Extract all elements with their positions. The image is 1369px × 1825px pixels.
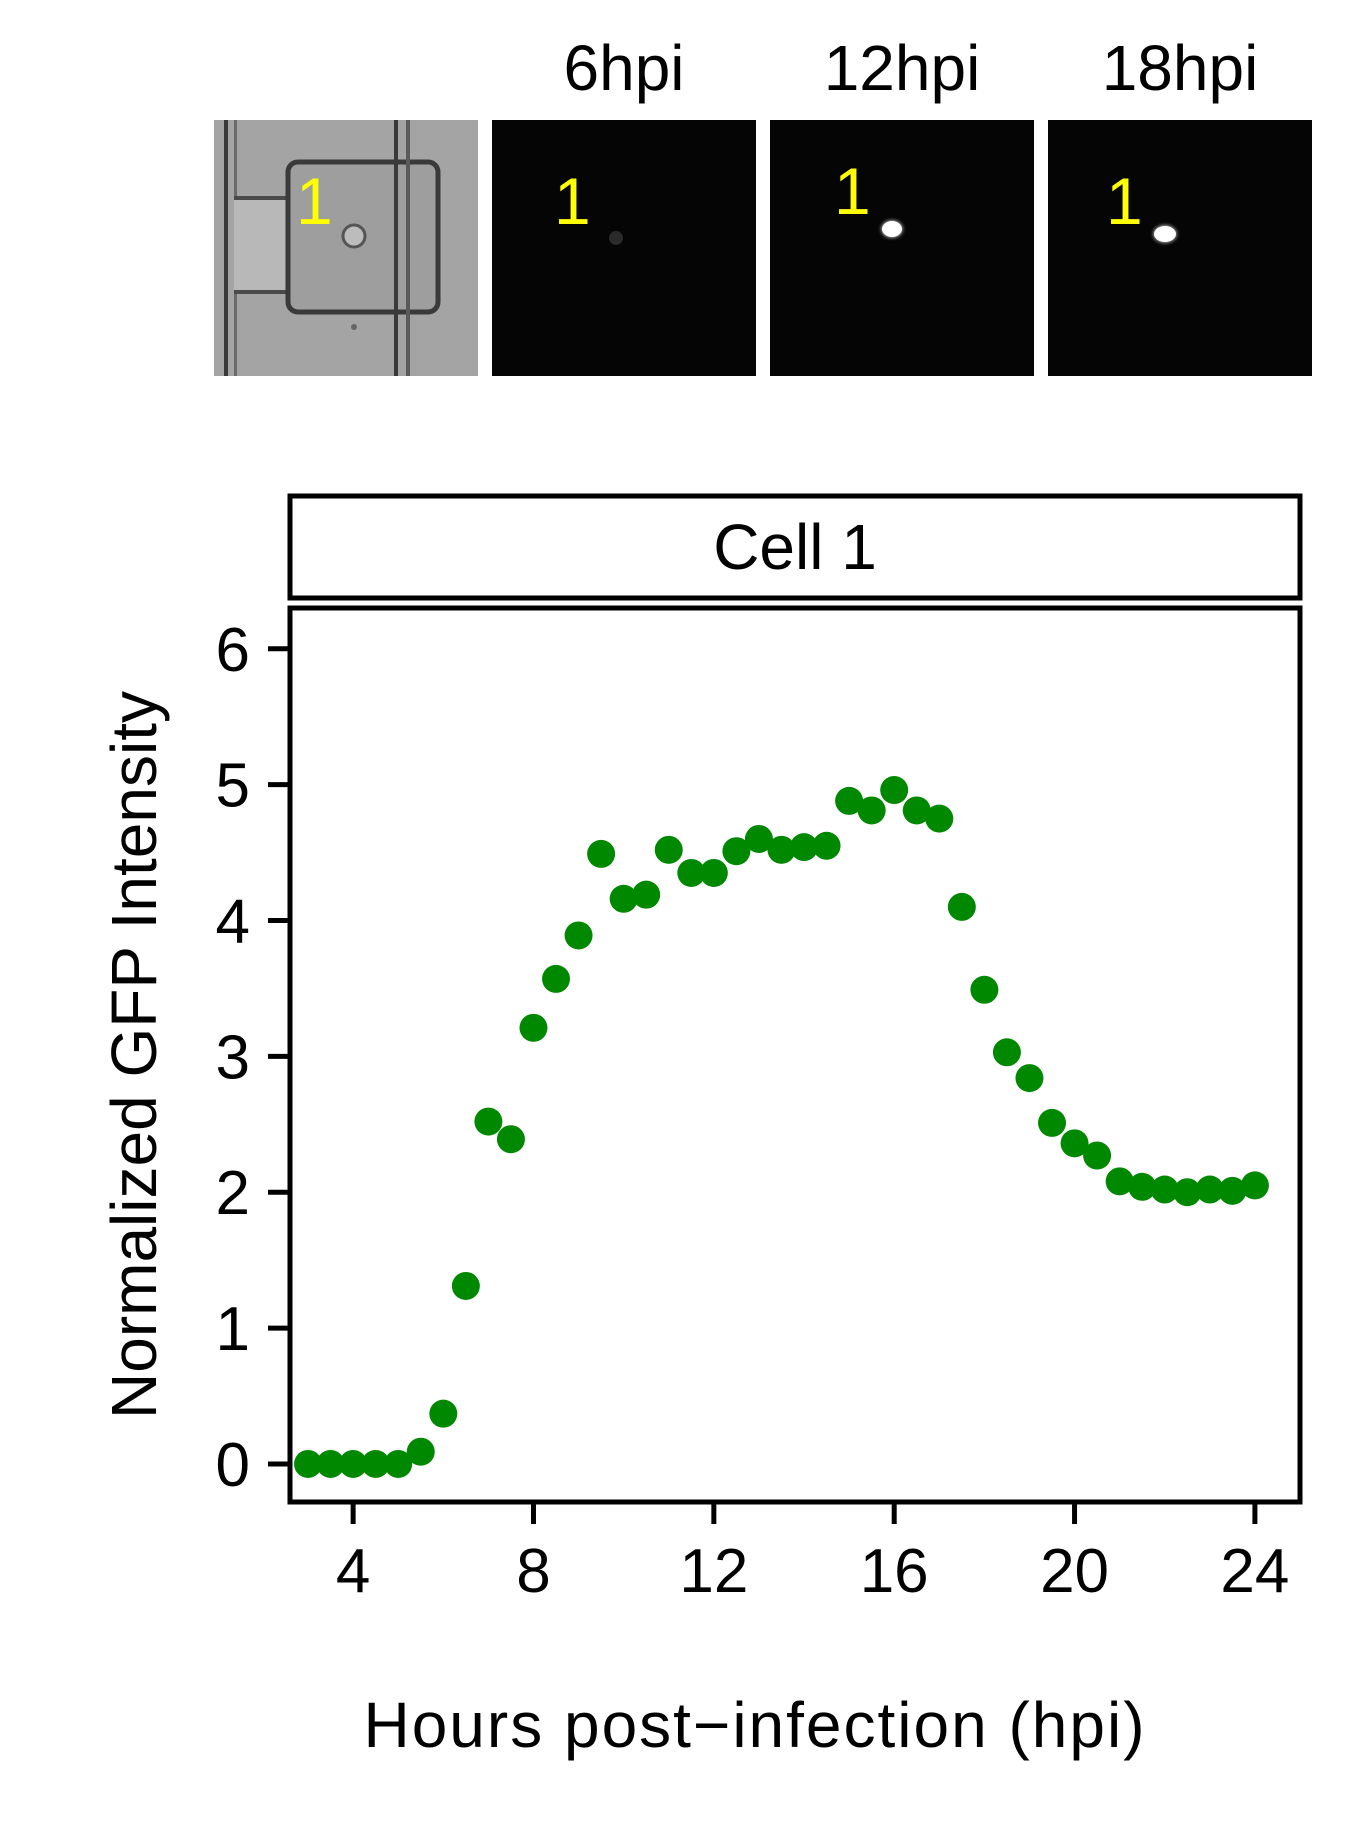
- data-point: [1105, 1167, 1134, 1196]
- fluorescence-panel-6hpi: 1: [492, 120, 756, 376]
- gfp-spot: [882, 221, 902, 237]
- data-point: [812, 831, 841, 860]
- data-point: [992, 1038, 1021, 1067]
- data-point: [1060, 1129, 1089, 1158]
- y-tick-label: 4: [216, 887, 250, 956]
- panel-label-12hpi: 12hpi: [823, 32, 981, 104]
- x-tick-label: 4: [336, 1537, 370, 1606]
- fluorescence-panel-12hpi: 1: [770, 120, 1034, 376]
- plot-area: [287, 605, 1303, 1505]
- data-point: [429, 1399, 458, 1428]
- x-tick-label: 8: [516, 1537, 550, 1606]
- data-point: [722, 837, 751, 866]
- brightfield-panel: 1: [214, 120, 478, 376]
- data-point: [1038, 1108, 1067, 1137]
- data-point: [1128, 1172, 1157, 1201]
- y-axis: 0 1 2 3 4 5 6: [216, 616, 290, 1500]
- data-point: [294, 1449, 323, 1478]
- data-point: [1195, 1175, 1224, 1204]
- y-tick-label: 2: [216, 1159, 250, 1228]
- data-point: [609, 884, 638, 913]
- x-tick-label: 12: [679, 1537, 748, 1606]
- data-points: [294, 776, 1269, 1478]
- data-point: [384, 1449, 413, 1478]
- cell-number-label: 1: [1106, 164, 1143, 238]
- data-point: [925, 804, 954, 833]
- y-tick-label: 1: [216, 1295, 250, 1364]
- panel-label-18hpi: 18hpi: [1101, 32, 1259, 104]
- data-point: [474, 1107, 503, 1136]
- data-point: [970, 975, 999, 1004]
- data-point: [767, 835, 796, 864]
- data-point: [880, 776, 909, 805]
- data-point: [699, 858, 728, 887]
- gfp-spot: [1154, 226, 1176, 242]
- data-point: [632, 880, 661, 909]
- data-point: [339, 1449, 368, 1478]
- data-point: [1218, 1176, 1247, 1205]
- data-point: [857, 796, 886, 825]
- data-point: [587, 839, 616, 868]
- y-tick-label: 3: [216, 1023, 250, 1092]
- data-point: [496, 1125, 525, 1154]
- data-point: [835, 786, 864, 815]
- x-axis: 4 8 12 16 20 24: [336, 1502, 1289, 1606]
- panel-label-6hpi: 6hpi: [563, 32, 685, 104]
- data-point: [564, 921, 593, 950]
- image-strip: 1 6hpi 1 12hpi 1 18hpi 1: [0, 0, 1369, 390]
- x-tick-label: 20: [1040, 1537, 1109, 1606]
- brightfield-image: [214, 120, 478, 376]
- gfp-spot: [609, 231, 623, 245]
- facet-strip: [287, 493, 1303, 601]
- panel-label-brightfield: [214, 28, 478, 108]
- data-point: [542, 964, 571, 993]
- data-point: [1173, 1178, 1202, 1207]
- data-point: [1150, 1175, 1179, 1204]
- data-point: [316, 1449, 345, 1478]
- data-point: [1240, 1171, 1269, 1200]
- x-axis-label: Hours post−infection (hpi): [363, 1689, 1146, 1761]
- data-point: [361, 1449, 390, 1478]
- data-point: [654, 835, 683, 864]
- fluorescence-panel-18hpi: 1: [1048, 120, 1312, 376]
- y-tick-label: 6: [216, 616, 250, 685]
- y-tick-label: 5: [216, 752, 250, 821]
- data-point: [677, 858, 706, 887]
- data-point: [744, 824, 773, 853]
- data-point: [790, 833, 819, 862]
- x-tick-label: 16: [860, 1537, 929, 1606]
- data-point: [519, 1013, 548, 1042]
- facet-title: Cell 1: [713, 511, 877, 583]
- cell-number-label: 1: [834, 154, 871, 228]
- data-point: [947, 892, 976, 921]
- data-point: [1015, 1064, 1044, 1093]
- y-tick-label: 0: [216, 1431, 250, 1500]
- y-axis-label: Normalized GFP Intensity: [98, 691, 170, 1419]
- cell-number-label: 1: [554, 164, 591, 238]
- x-tick-label: 24: [1220, 1537, 1289, 1606]
- data-point: [406, 1437, 435, 1466]
- data-point: [451, 1271, 480, 1300]
- cell-number-label: 1: [296, 164, 333, 238]
- data-point: [1083, 1141, 1112, 1170]
- data-point: [902, 796, 931, 825]
